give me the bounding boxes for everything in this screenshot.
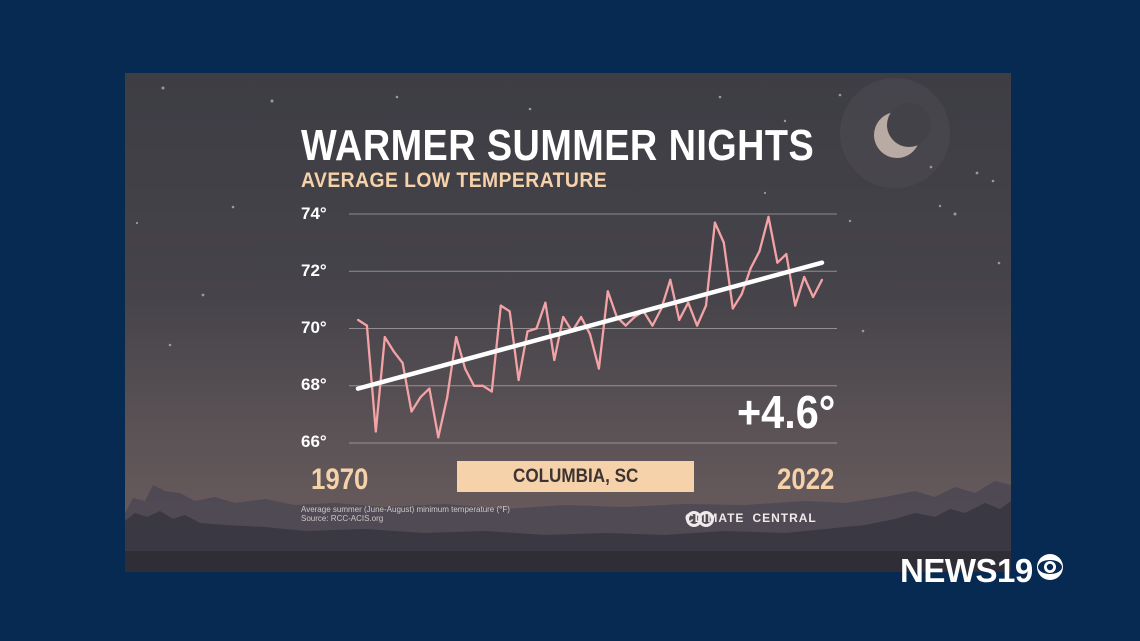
ground [125, 551, 1011, 572]
chart-plot [349, 213, 837, 444]
data-point [597, 367, 601, 370]
location-badge: COLUMBIA, SC [457, 461, 694, 492]
data-point [820, 278, 824, 281]
data-point [776, 261, 779, 264]
note-line-1: Average summer (June-August) minimum tem… [301, 505, 510, 514]
news19-text: NEWS19 [900, 552, 1033, 589]
data-point [704, 304, 708, 307]
data-point [678, 318, 681, 322]
night-sky-background [125, 78, 1011, 572]
data-point [731, 307, 734, 310]
y-tick-label: 70° [301, 318, 327, 337]
data-point [508, 310, 511, 313]
chart-panel: WARMER SUMMER NIGHTS AVERAGE LOW TEMPERA… [125, 73, 1011, 572]
data-point [767, 215, 770, 218]
note-line-2: Source: RCC-ACIS.org [301, 514, 384, 523]
data-point [562, 315, 565, 319]
stars [135, 86, 1001, 347]
data-point [713, 221, 717, 224]
data-point [419, 396, 422, 399]
data-point [481, 384, 485, 387]
x-end-label: 2022 [777, 463, 835, 496]
x-start-label: 1970 [311, 463, 369, 496]
gridlines [349, 213, 837, 444]
data-point [687, 301, 690, 304]
data-point [606, 290, 609, 293]
data-point [651, 324, 654, 327]
data-point [401, 361, 404, 364]
moon-icon [874, 103, 931, 158]
data-point [365, 324, 369, 327]
y-tick-label: 72° [301, 261, 327, 280]
data-point [811, 295, 815, 299]
data-point [428, 387, 431, 390]
data-point [392, 350, 395, 353]
climate-central-logo: CLIMATE CENTRAL [685, 511, 817, 527]
data-point [624, 324, 627, 327]
change-label: +4.6° [737, 386, 836, 438]
y-tick-label: 68° [301, 375, 327, 394]
data-point [463, 367, 467, 370]
data-point [517, 378, 520, 382]
brand-right-text: CENTRAL [752, 511, 817, 525]
data-point [490, 390, 493, 393]
chart-title: WARMER SUMMER NIGHTS [301, 121, 815, 170]
data-point [535, 327, 538, 330]
data-point [740, 293, 743, 296]
source-note: Average summer (June-August) minimum tem… [301, 505, 510, 523]
data-point [669, 278, 672, 281]
y-tick-label: 74° [301, 204, 327, 223]
data-point [446, 396, 449, 399]
data-point [803, 275, 806, 279]
data-point [579, 315, 583, 319]
data-point [749, 267, 752, 270]
news19-logo: NEWS19 [900, 552, 1065, 590]
data-point [374, 430, 377, 433]
location-text: COLUMBIA, SC [512, 466, 639, 487]
data-point [455, 335, 458, 339]
trend-line [355, 260, 825, 391]
data-point [785, 252, 788, 256]
data-point [553, 358, 556, 362]
data-point [383, 335, 386, 339]
data-point [794, 304, 797, 307]
data-point [544, 301, 547, 304]
chart-subtitle: AVERAGE LOW TEMPERATURE [301, 169, 608, 192]
y-tick-label: 66° [301, 432, 327, 451]
data-point [499, 304, 502, 307]
data-point [472, 384, 476, 387]
cbs-eye-icon [1035, 552, 1065, 590]
data-point [722, 241, 725, 244]
data-point [437, 436, 440, 439]
data-point [356, 318, 360, 322]
data-point [633, 315, 636, 319]
data-point [758, 250, 761, 253]
data-point [526, 330, 529, 333]
data-point [410, 410, 413, 413]
data-point [695, 324, 699, 327]
data-point [588, 333, 592, 336]
